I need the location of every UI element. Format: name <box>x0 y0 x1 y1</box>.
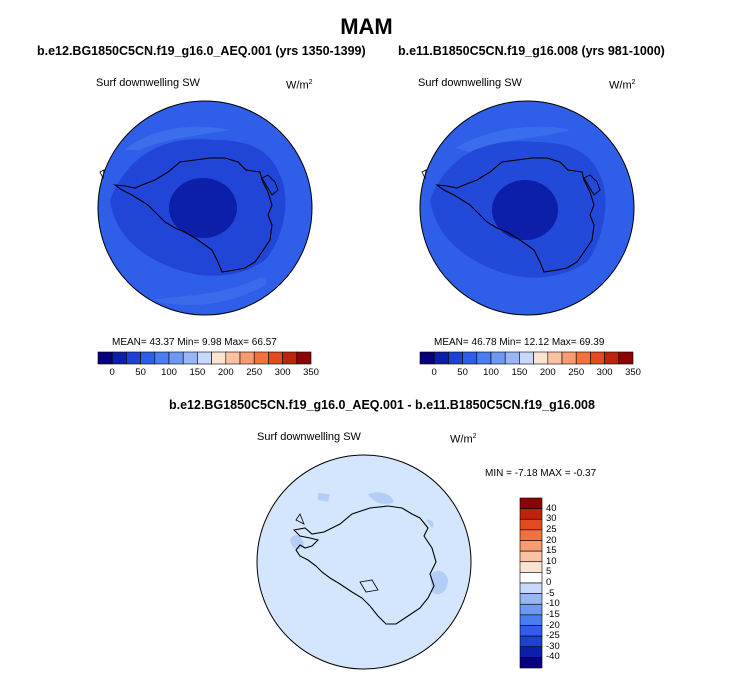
colorbar-tick-label: 300 <box>274 367 291 378</box>
panel1-variable-label: Surf downwelling SW <box>96 77 200 89</box>
panel1-colorbar <box>97 351 312 365</box>
panel2-variable-label: Surf downwelling SW <box>418 77 522 89</box>
colorbar-tick-label: 300 <box>596 367 613 378</box>
colorbar-tick-label: 0 <box>109 367 115 378</box>
colorbar-swatch <box>519 625 543 637</box>
colorbar-tick-label: 200 <box>217 367 234 378</box>
colorbar-swatch <box>519 572 543 584</box>
panel2-polar-plot <box>419 100 635 316</box>
panel3-colorbar <box>519 497 543 669</box>
colorbar-tick-label: -5 <box>546 587 555 599</box>
colorbar-tick-label: 250 <box>246 367 263 378</box>
panel2-units-label: W/m2 <box>609 79 636 92</box>
colorbar-tick-label: 40 <box>546 502 557 514</box>
panel2-title: b.e11.B1850C5CN.f19_g16.008 (yrs 981-100… <box>398 44 665 58</box>
colorbar-swatch <box>519 603 543 616</box>
colorbar-tick-label: 10 <box>546 555 557 567</box>
colorbar-tick-label: 100 <box>161 367 177 378</box>
colorbar-tick-label: 100 <box>483 367 499 378</box>
colorbar-tick-label: 5 <box>546 566 552 578</box>
colorbar-tick-label: 15 <box>546 545 557 557</box>
colorbar-tick-label: 50 <box>457 367 468 378</box>
panel3-title: b.e12.BG1850C5CN.f19_g16.0_AEQ.001 - b.e… <box>169 398 595 412</box>
colorbar-tick-label: -15 <box>546 608 560 620</box>
colorbar-tick-label: 350 <box>625 367 641 378</box>
panel2-colorbar-ticks: 0 50 100 150 200 250 300 350 <box>420 367 641 379</box>
colorbar-swatch <box>519 646 543 658</box>
colorbar-tick-label: 350 <box>303 367 319 378</box>
colorbar-tick-label: 0 <box>431 367 437 378</box>
colorbar-tick-label: -10 <box>546 598 560 610</box>
panel1-units-label: W/m2 <box>286 79 313 92</box>
colorbar-swatch <box>296 351 312 365</box>
colorbar-tick-label: -20 <box>546 619 560 631</box>
panel1-polar-plot <box>97 100 313 316</box>
colorbar-swatch <box>618 351 634 365</box>
colorbar-tick-label: 30 <box>546 513 557 525</box>
panel2-stats-text: MEAN= 46.78 Min= 12.12 Max= 69.39 <box>434 337 605 348</box>
colorbar-swatch <box>519 657 543 669</box>
colorbar-swatch <box>519 508 543 520</box>
panel1-title: b.e12.BG1850C5CN.f19_g16.0_AEQ.001 (yrs … <box>37 44 366 58</box>
colorbar-swatch <box>519 518 543 531</box>
colorbar-tick-label: -25 <box>546 630 560 642</box>
panel3-stats-text: MIN = -7.18 MAX = -0.37 <box>485 468 597 479</box>
colorbar-tick-label: 20 <box>546 534 557 546</box>
panel1-colorbar-ticks: 0 50 100 150 200 250 300 350 <box>98 367 319 379</box>
figure-title: MAM <box>340 14 393 39</box>
colorbar-tick-label: 200 <box>539 367 556 378</box>
colorbar-swatch <box>519 635 543 648</box>
colorbar-tick-label: 0 <box>546 577 552 588</box>
colorbar-tick-label: 150 <box>511 367 528 378</box>
colorbar-swatch <box>519 593 543 605</box>
colorbar-swatch <box>519 614 543 626</box>
colorbar-swatch <box>519 582 543 594</box>
colorbar-tick-label: 150 <box>189 367 206 378</box>
colorbar-tick-label: 25 <box>546 523 557 535</box>
panel1-stats-text: MEAN= 43.37 Min= 9.98 Max= 66.57 <box>112 337 277 348</box>
panel3-variable-label: Surf downwelling SW <box>257 431 361 443</box>
colorbar-swatch <box>519 529 543 541</box>
panel2-colorbar <box>419 351 634 365</box>
colorbar-swatch <box>519 540 543 552</box>
panel3-polar-plot <box>256 454 472 670</box>
panel3-units-label: W/m2 <box>450 433 477 446</box>
colorbar-swatch <box>519 561 543 573</box>
colorbar-tick-label: -30 <box>546 640 560 652</box>
panel3-colorbar-ticks: 40 30 25 20 15 10 5 0 -5 -10 -15 -20 -25 -30 -40 <box>546 498 586 668</box>
colorbar-swatch <box>519 550 543 563</box>
colorbar-tick-label: 250 <box>568 367 585 378</box>
colorbar-tick-label: 50 <box>135 367 146 378</box>
colorbar-tick-label: -40 <box>546 651 560 663</box>
colorbar-swatch <box>519 497 543 509</box>
